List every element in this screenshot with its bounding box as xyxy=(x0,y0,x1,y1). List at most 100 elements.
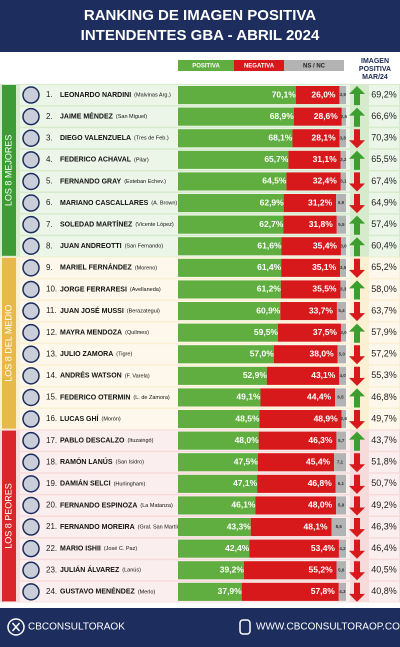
bar-value-label: 48,0% xyxy=(235,435,260,445)
bar-segment xyxy=(178,474,258,493)
arrow-down xyxy=(349,539,365,559)
bar-segment xyxy=(335,388,346,407)
previous-cell xyxy=(369,430,399,451)
candidate-name: MAYRA MENDOZA xyxy=(60,329,122,336)
bar-segment xyxy=(249,539,339,558)
candidate-name: JUAN ANDREOTTI xyxy=(60,243,122,250)
arrow-down xyxy=(349,194,365,214)
previous-cell xyxy=(369,279,399,300)
photo xyxy=(22,518,40,536)
rank: 17. xyxy=(46,436,57,445)
previous-value: 40,5% xyxy=(371,565,397,575)
legend-swatch xyxy=(234,60,284,71)
candidate-place: (Berazategui) xyxy=(127,309,160,315)
bar-value-label: 3,8 xyxy=(340,135,347,140)
arrow-up xyxy=(349,215,365,235)
bar-segment xyxy=(277,323,341,342)
bar-value-label: 48,5% xyxy=(235,413,260,423)
bar-segment xyxy=(337,345,346,364)
x-logo xyxy=(7,618,25,636)
bar-segment xyxy=(286,172,341,191)
photo xyxy=(22,431,40,450)
previous-value: 60,4% xyxy=(371,241,397,251)
bar-segment xyxy=(340,258,346,277)
bar-segment xyxy=(241,582,339,601)
previous-value: 66,6% xyxy=(371,111,397,121)
photo xyxy=(22,280,40,299)
footer xyxy=(0,608,400,647)
candidate-name: JORGE FERRARESI xyxy=(60,286,127,293)
bar-value-label: 6,5 xyxy=(337,395,344,400)
bar-segment xyxy=(331,518,346,537)
bar-segment xyxy=(283,194,337,213)
bar-value-label: 5,7 xyxy=(338,438,345,443)
candidate-place: (Pilar) xyxy=(134,157,149,163)
bar-segment xyxy=(260,388,336,407)
candidate-name: SOLEDAD MARTÍNEZ xyxy=(60,219,133,228)
bar-segment xyxy=(288,150,341,169)
rank: 8. xyxy=(46,241,53,250)
bar-value-label: 3,1 xyxy=(340,179,347,184)
bar-value-label: 5,6 xyxy=(338,567,345,572)
bar-value-label: 43,3% xyxy=(227,521,252,531)
bar-value-label: 37,5% xyxy=(313,327,338,337)
previous-cell xyxy=(369,517,399,538)
candidate-place: (Avellaneda) xyxy=(130,287,161,293)
candidate-place: (Hurlingham) xyxy=(114,481,146,487)
candidate-name: MARIANO CASCALLARES xyxy=(60,200,149,207)
bar-segment xyxy=(338,582,346,601)
legend-label: POSITIVA xyxy=(192,64,220,70)
legend-label: NEGATIVA xyxy=(244,64,275,70)
rank: 5. xyxy=(46,177,53,186)
group-label: LOS 8 MEJORES xyxy=(3,135,13,207)
legend-swatch xyxy=(284,60,344,71)
photo xyxy=(22,496,40,515)
bar-value-label: 4,2 xyxy=(339,546,346,551)
bar-segment xyxy=(255,496,337,515)
bar-value-label: 44,4% xyxy=(307,392,332,402)
bar-value-label: 46,3% xyxy=(308,435,333,445)
bar-segment xyxy=(178,345,274,364)
previous-cell xyxy=(369,538,399,559)
header xyxy=(0,0,400,52)
candidate-place: (La Matanza) xyxy=(140,503,173,509)
bar-segment xyxy=(257,453,335,472)
rank: 3. xyxy=(46,133,53,142)
previous-cell xyxy=(369,301,399,322)
rank: 11. xyxy=(46,306,57,315)
rank: 2. xyxy=(46,112,53,121)
candidate-place: (Quilmes) xyxy=(125,330,149,336)
bar-segment xyxy=(340,237,346,256)
bar-segment xyxy=(295,86,340,105)
previous-cell xyxy=(369,128,399,149)
group-label: LOS 8 PEORES xyxy=(3,483,13,549)
previous-value: 69,2% xyxy=(371,89,397,99)
arrow-down xyxy=(349,518,365,538)
bar-value-label: 38,0% xyxy=(310,349,335,359)
arrow-down xyxy=(349,302,365,322)
photo xyxy=(22,453,40,471)
bar-segment xyxy=(178,496,256,515)
bar-value-label: 65,7% xyxy=(264,154,289,164)
legend-swatch xyxy=(178,60,234,71)
bar-value-label: 7,1 xyxy=(337,459,344,464)
candidate-place: (San Isidro) xyxy=(116,460,145,466)
bar-segment xyxy=(178,129,293,148)
bar-segment xyxy=(336,215,346,234)
rank: 9. xyxy=(46,263,53,272)
hand-icon xyxy=(239,619,251,635)
bar-value-label: 8,6 xyxy=(336,524,343,529)
candidate-name: JAIME MÉNDEZ xyxy=(60,111,114,120)
bar-segment xyxy=(273,345,338,364)
previous-value: 46,3% xyxy=(371,521,397,531)
bar-segment xyxy=(339,129,346,148)
group-strip xyxy=(2,85,16,256)
bar-value-label: 68,1% xyxy=(268,133,293,143)
previous-cell xyxy=(369,452,399,473)
previous-header-box: IMAGEN POSITIVA MAR/24 xyxy=(359,58,391,81)
bar-value-label: 61,6% xyxy=(257,241,282,251)
previous-cell xyxy=(369,171,399,192)
bar-value-label: 2,5 xyxy=(341,114,348,119)
photo xyxy=(22,86,40,104)
